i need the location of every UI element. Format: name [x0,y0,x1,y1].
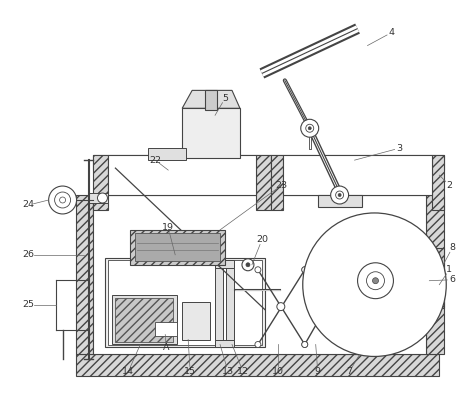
Circle shape [242,259,254,271]
Circle shape [302,342,308,348]
Bar [113,295,177,344]
Bar [271,155,283,210]
Bar [182,302,210,340]
Text: 7: 7 [346,367,352,376]
Text: 25: 25 [23,300,35,309]
Bar [205,91,217,110]
Circle shape [358,263,393,299]
Text: 20: 20 [256,235,268,244]
Bar [256,155,271,210]
Circle shape [345,267,351,273]
Text: 14: 14 [122,367,134,376]
Bar [130,230,225,265]
Text: 6: 6 [449,275,455,284]
Circle shape [255,267,261,273]
Circle shape [366,272,385,290]
Bar [432,155,444,210]
Circle shape [49,186,77,214]
Circle shape [336,191,344,199]
Bar [93,155,108,210]
Circle shape [302,342,308,348]
Bar [108,155,256,195]
Circle shape [302,267,308,273]
Bar [226,265,234,344]
Circle shape [255,342,261,348]
Text: 9: 9 [315,367,321,376]
Circle shape [277,302,285,310]
Bar [283,155,432,195]
Text: 24: 24 [23,200,35,209]
Circle shape [54,192,71,208]
Polygon shape [182,91,240,108]
Bar [215,340,234,348]
Text: 1: 1 [446,265,452,274]
Bar [271,155,444,170]
Circle shape [303,213,446,356]
Circle shape [338,194,341,197]
Circle shape [306,124,314,132]
Bar [88,193,108,203]
Bar [148,148,186,160]
Text: 13: 13 [222,367,234,376]
Bar [115,298,173,342]
Circle shape [246,263,250,267]
Bar [182,108,240,158]
Text: 5: 5 [222,94,228,103]
Circle shape [60,197,66,203]
Bar [108,260,262,346]
Bar [135,233,220,261]
Bar [155,322,177,336]
Circle shape [322,302,330,310]
Circle shape [308,127,311,130]
Bar [215,265,223,344]
Text: 2: 2 [446,181,452,190]
Circle shape [301,119,319,137]
Text: 19: 19 [162,223,174,232]
Bar [318,195,362,207]
Bar [75,195,93,354]
Text: 12: 12 [237,367,249,376]
Text: 3: 3 [396,144,403,153]
Bar [93,155,271,170]
Text: 10: 10 [272,367,284,376]
Text: 8: 8 [449,243,455,252]
Bar [345,255,406,306]
Bar [75,354,439,376]
Bar [106,258,265,348]
Circle shape [331,186,349,204]
Circle shape [98,193,107,203]
Bar [426,248,444,308]
Text: 22: 22 [149,156,161,165]
Bar [215,260,234,268]
Text: 26: 26 [23,250,35,259]
Text: 23: 23 [276,181,288,190]
Circle shape [302,267,308,273]
Text: A: A [163,343,169,352]
Bar [93,195,426,354]
Circle shape [372,278,379,284]
Text: 15: 15 [184,367,196,376]
Text: 4: 4 [388,28,394,37]
Circle shape [345,342,351,348]
Bar [426,195,444,354]
